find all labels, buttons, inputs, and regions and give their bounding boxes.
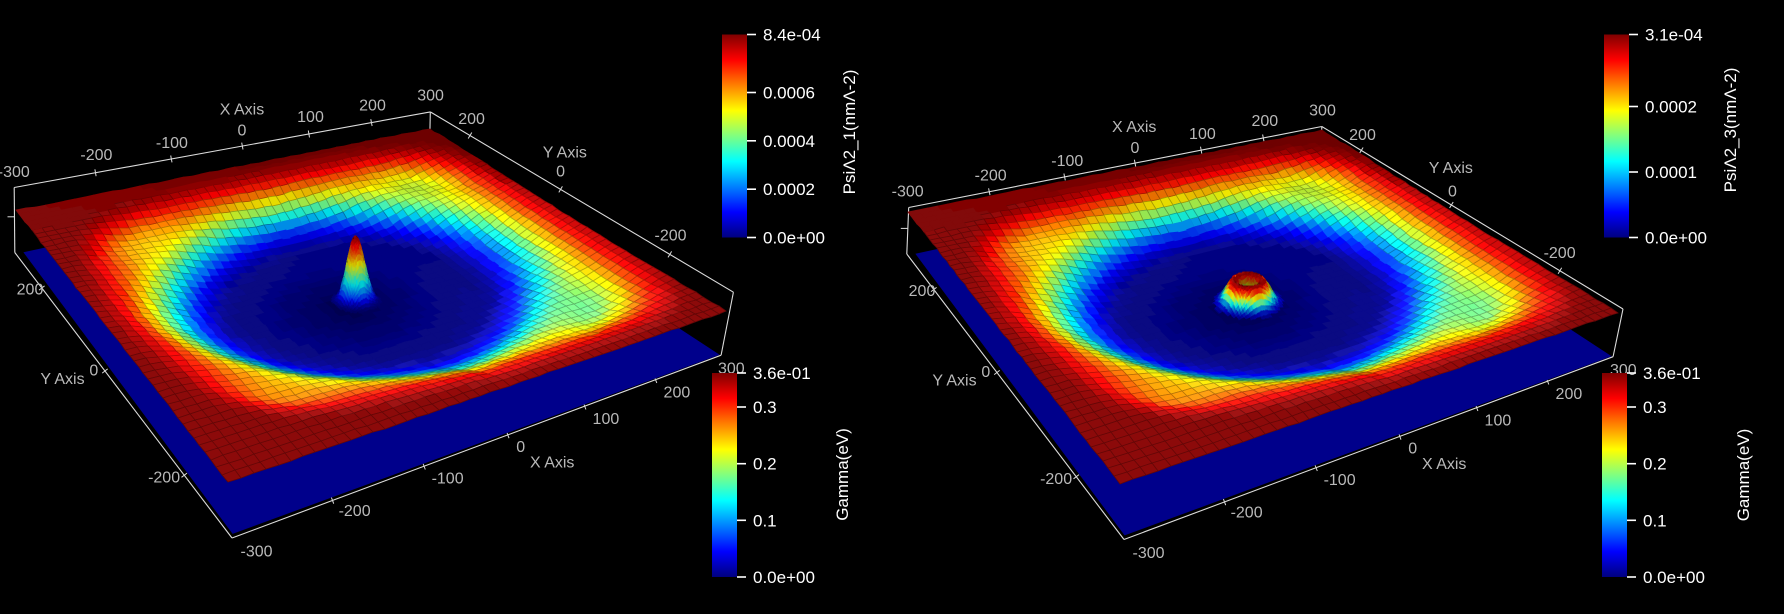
svg-text:Gamma(eV): Gamma(eV) <box>1734 429 1753 522</box>
svg-text:X Axis: X Axis <box>1112 119 1156 136</box>
svg-text:0: 0 <box>89 362 98 379</box>
svg-text:3.6e-01: 3.6e-01 <box>753 364 811 383</box>
svg-text:0: 0 <box>981 364 990 381</box>
svg-text:300: 300 <box>1309 103 1336 120</box>
svg-text:Y Axis: Y Axis <box>1429 160 1473 177</box>
svg-text:-300: -300 <box>892 184 924 201</box>
svg-text:8.4e-04: 8.4e-04 <box>763 26 821 45</box>
svg-text:0.0e+00: 0.0e+00 <box>753 568 815 587</box>
svg-text:3.1e-04: 3.1e-04 <box>1645 26 1703 45</box>
svg-text:200: 200 <box>909 283 936 300</box>
svg-text:-200: -200 <box>975 167 1007 184</box>
svg-text:0.0004: 0.0004 <box>763 132 815 151</box>
svg-text:200: 200 <box>1556 386 1583 403</box>
svg-text:0.2: 0.2 <box>753 455 777 474</box>
svg-text:200: 200 <box>458 111 485 128</box>
svg-text:-200: -200 <box>1040 471 1072 488</box>
svg-text:Gamma(eV): Gamma(eV) <box>833 428 852 521</box>
svg-text:0.3: 0.3 <box>753 398 777 417</box>
svg-text:0.0e+00: 0.0e+00 <box>1645 229 1707 248</box>
svg-text:Y Axis: Y Axis <box>932 372 976 389</box>
svg-text:0.0002: 0.0002 <box>1645 98 1697 117</box>
svg-text:PsiΛ2_3(nmΛ-2): PsiΛ2_3(nmΛ-2) <box>1721 68 1740 193</box>
svg-text:0.0e+00: 0.0e+00 <box>1643 568 1705 587</box>
svg-text:-200: -200 <box>148 470 180 487</box>
svg-text:-300: -300 <box>240 544 272 561</box>
svg-text:0: 0 <box>1408 441 1417 458</box>
svg-text:0.2: 0.2 <box>1643 455 1667 474</box>
svg-text:200: 200 <box>664 385 691 402</box>
svg-text:-200: -200 <box>654 228 686 245</box>
svg-text:0.0e+00: 0.0e+00 <box>763 229 825 248</box>
svg-text:0.1: 0.1 <box>753 511 777 530</box>
svg-text:3.6e-01: 3.6e-01 <box>1643 364 1701 383</box>
svg-text:100: 100 <box>297 109 324 126</box>
svg-text:-200: -200 <box>1544 245 1576 262</box>
svg-text:0.0001: 0.0001 <box>1645 163 1697 182</box>
svg-text:200: 200 <box>17 282 44 299</box>
svg-text:300: 300 <box>417 87 444 104</box>
svg-text:-200: -200 <box>1231 504 1263 521</box>
svg-text:-200: -200 <box>339 503 371 520</box>
svg-text:0.0002: 0.0002 <box>763 180 815 199</box>
svg-text:-300: -300 <box>1132 545 1164 562</box>
svg-text:0: 0 <box>1130 140 1139 157</box>
svg-text:100: 100 <box>593 411 620 428</box>
svg-text:0.3: 0.3 <box>1643 398 1667 417</box>
svg-text:-200: -200 <box>80 147 112 164</box>
svg-text:X Axis: X Axis <box>530 455 574 472</box>
svg-text:100: 100 <box>1485 412 1512 429</box>
svg-text:200: 200 <box>1251 113 1278 130</box>
svg-text:100: 100 <box>1189 126 1216 143</box>
svg-text:0: 0 <box>1448 184 1457 201</box>
svg-text:200: 200 <box>1349 127 1376 144</box>
svg-text:PsiΛ2_1(nmΛ-2): PsiΛ2_1(nmΛ-2) <box>840 70 859 195</box>
svg-text:Y Axis: Y Axis <box>40 371 84 388</box>
svg-text:X Axis: X Axis <box>1422 456 1466 473</box>
svg-text:0: 0 <box>556 164 565 181</box>
svg-text:200: 200 <box>359 98 386 115</box>
svg-text:Y Axis: Y Axis <box>543 145 587 162</box>
svg-text:0.0006: 0.0006 <box>763 84 815 103</box>
svg-text:0: 0 <box>516 439 525 456</box>
svg-text:0: 0 <box>238 123 247 140</box>
svg-text:-300: -300 <box>0 164 30 181</box>
svg-text:-100: -100 <box>156 135 188 152</box>
svg-text:0.1: 0.1 <box>1643 511 1667 530</box>
svg-text:-100: -100 <box>432 471 464 488</box>
svg-text:-100: -100 <box>1051 153 1083 170</box>
svg-text:-100: -100 <box>1324 472 1356 489</box>
svg-text:X Axis: X Axis <box>220 102 264 119</box>
